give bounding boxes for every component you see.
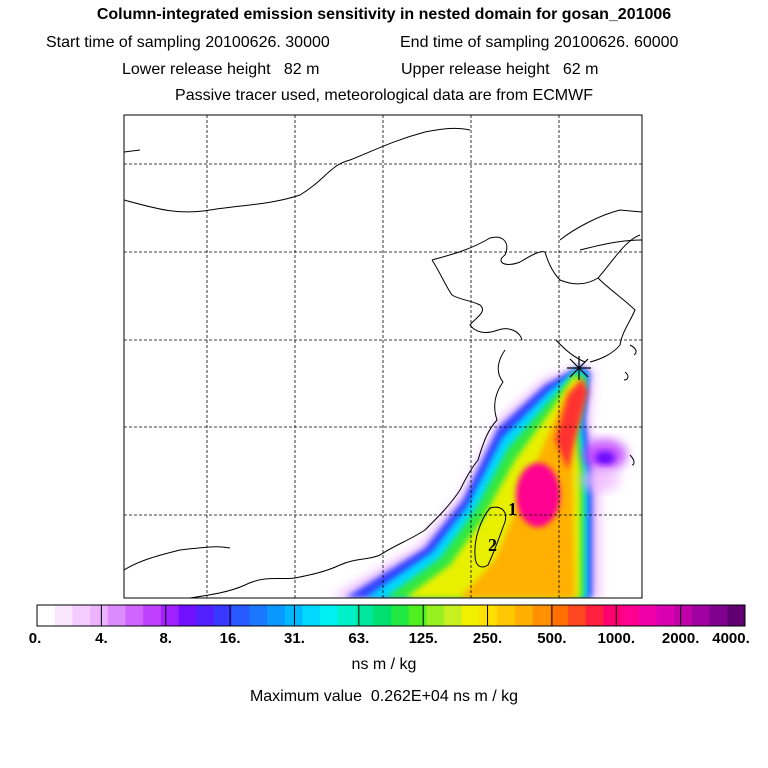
colorbar-swatch bbox=[143, 605, 162, 626]
colorbar-swatch bbox=[267, 605, 286, 626]
colorbar-swatch bbox=[585, 605, 604, 626]
colorbar-tick-label: 4. bbox=[95, 630, 108, 647]
colorbar-tick-label: 1000. bbox=[597, 630, 636, 647]
colorbar-swatch bbox=[284, 605, 303, 626]
upper-release-height: Upper release height 62 m bbox=[401, 61, 599, 78]
colorbar-swatch bbox=[196, 605, 215, 626]
maximum-value: 0.262E+04 ns m / kg bbox=[370, 688, 519, 705]
coastlines bbox=[124, 127, 642, 598]
colorbar-swatch bbox=[603, 605, 622, 626]
colorbar-swatch bbox=[621, 605, 640, 626]
colorbar-tick-label: 8. bbox=[159, 630, 172, 647]
colorbar-swatch bbox=[160, 605, 180, 626]
colorbar-swatch bbox=[72, 605, 91, 626]
colorbar-tick-label: 125. bbox=[408, 630, 438, 647]
colorbar-tick-label: 500. bbox=[537, 630, 567, 647]
colorbar-swatch bbox=[479, 605, 498, 626]
colorbar-border bbox=[36, 604, 746, 627]
colorbar-swatch bbox=[231, 605, 250, 626]
lower-release-height: Lower release height 82 m bbox=[122, 61, 320, 78]
start-time-label: Start time of sampling 20100626. 30000 bbox=[46, 34, 330, 51]
star-icon bbox=[567, 356, 591, 380]
map-frame bbox=[123, 114, 643, 599]
end-time-value: 20100626. 60000 bbox=[553, 34, 679, 51]
colorbar-swatch bbox=[497, 605, 516, 626]
map-gridlines bbox=[124, 115, 642, 598]
colorbar-swatch bbox=[568, 605, 587, 626]
colorbar-swatch bbox=[337, 605, 357, 626]
colorbar-swatch bbox=[408, 605, 427, 626]
colorbar-swatch bbox=[107, 605, 126, 626]
colorbar-swatch bbox=[373, 605, 392, 626]
colorbar bbox=[36, 604, 746, 627]
plot-title: Column-integrated emission sensitivity i… bbox=[96, 6, 672, 23]
colorbar-swatch bbox=[90, 605, 109, 626]
maximum-value-line: Maximum value 0.262E+04 ns m / kg bbox=[249, 688, 519, 705]
colorbar-swatch bbox=[656, 605, 675, 626]
colorbar-swatch bbox=[54, 605, 73, 626]
colorbar-swatch bbox=[426, 605, 445, 626]
marker-2-label: 2 bbox=[488, 535, 497, 555]
colorbar-swatch bbox=[514, 605, 534, 626]
colorbar-swatch bbox=[214, 605, 233, 626]
colorbar-swatch bbox=[727, 605, 746, 626]
colorbar-swatch bbox=[302, 605, 321, 626]
colorbar-swatch bbox=[355, 605, 374, 626]
colorbar-units: ns m / kg bbox=[351, 656, 417, 673]
colorbar-swatch bbox=[532, 605, 551, 626]
colorbar-tick-label: 31. bbox=[284, 630, 305, 647]
tracer-note: Passive tracer used, meteorological data… bbox=[175, 87, 593, 104]
colorbar-swatch bbox=[674, 605, 693, 626]
colorbar-swatch bbox=[550, 605, 569, 626]
colorbar-tick-label: 2000. bbox=[661, 630, 700, 647]
colorbar-tick-label: 250. bbox=[472, 630, 503, 647]
marker-1-label: 1 bbox=[508, 499, 517, 519]
colorbar-swatch bbox=[638, 605, 657, 626]
colorbar-swatch bbox=[178, 605, 197, 626]
colorbar-tick-label: 63. bbox=[348, 630, 370, 647]
colorbar-swatch bbox=[249, 605, 268, 626]
colorbar-swatch bbox=[37, 605, 56, 626]
colorbar-swatch bbox=[461, 605, 480, 626]
colorbar-tick-label: 4000. bbox=[712, 630, 750, 647]
colorbar-swatch bbox=[709, 605, 728, 626]
colorbar-tick-label: 16. bbox=[219, 630, 241, 647]
end-time-label: End time of sampling 20100626. 60000 bbox=[400, 34, 679, 51]
colorbar-swatch bbox=[444, 605, 463, 626]
colorbar-swatch bbox=[320, 605, 339, 626]
colorbar-swatch bbox=[691, 605, 711, 626]
colorbar-tick-label: 0. bbox=[28, 630, 42, 647]
colorbar-swatch bbox=[391, 605, 410, 626]
colorbar-swatch bbox=[125, 605, 144, 626]
start-time-value: 20100626. 30000 bbox=[205, 34, 330, 51]
sensitivity-plume bbox=[330, 365, 627, 598]
